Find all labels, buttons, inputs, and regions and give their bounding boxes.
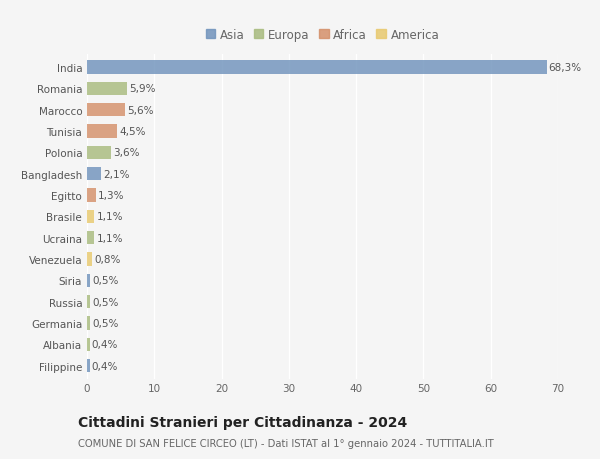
Text: 0,8%: 0,8% (94, 254, 121, 264)
Text: 68,3%: 68,3% (548, 63, 582, 73)
Text: 0,4%: 0,4% (92, 361, 118, 371)
Text: 0,5%: 0,5% (92, 297, 119, 307)
Text: 3,6%: 3,6% (113, 148, 140, 158)
Text: COMUNE DI SAN FELICE CIRCEO (LT) - Dati ISTAT al 1° gennaio 2024 - TUTTITALIA.IT: COMUNE DI SAN FELICE CIRCEO (LT) - Dati … (78, 438, 494, 448)
Bar (87, 359, 89, 373)
Text: 5,9%: 5,9% (129, 84, 155, 94)
Bar (87, 125, 117, 138)
Text: 1,1%: 1,1% (97, 233, 123, 243)
Text: 1,1%: 1,1% (97, 212, 123, 222)
Text: 2,1%: 2,1% (103, 169, 130, 179)
Bar (87, 146, 111, 160)
Text: 0,5%: 0,5% (92, 319, 119, 328)
Text: 0,5%: 0,5% (92, 276, 119, 286)
Bar (87, 274, 91, 287)
Bar (87, 61, 547, 74)
Bar (87, 168, 101, 181)
Bar (87, 317, 91, 330)
Text: 0,4%: 0,4% (92, 340, 118, 350)
Bar (87, 338, 89, 351)
Bar (87, 104, 125, 117)
Bar (87, 296, 91, 308)
Text: 1,3%: 1,3% (98, 190, 124, 201)
Text: Cittadini Stranieri per Cittadinanza - 2024: Cittadini Stranieri per Cittadinanza - 2… (78, 415, 407, 429)
Bar (87, 232, 94, 245)
Bar (87, 189, 96, 202)
Text: 5,6%: 5,6% (127, 106, 153, 115)
Text: 4,5%: 4,5% (119, 127, 146, 137)
Legend: Asia, Europa, Africa, America: Asia, Europa, Africa, America (202, 25, 443, 45)
Bar (87, 210, 94, 224)
Bar (87, 253, 92, 266)
Bar (87, 83, 127, 96)
